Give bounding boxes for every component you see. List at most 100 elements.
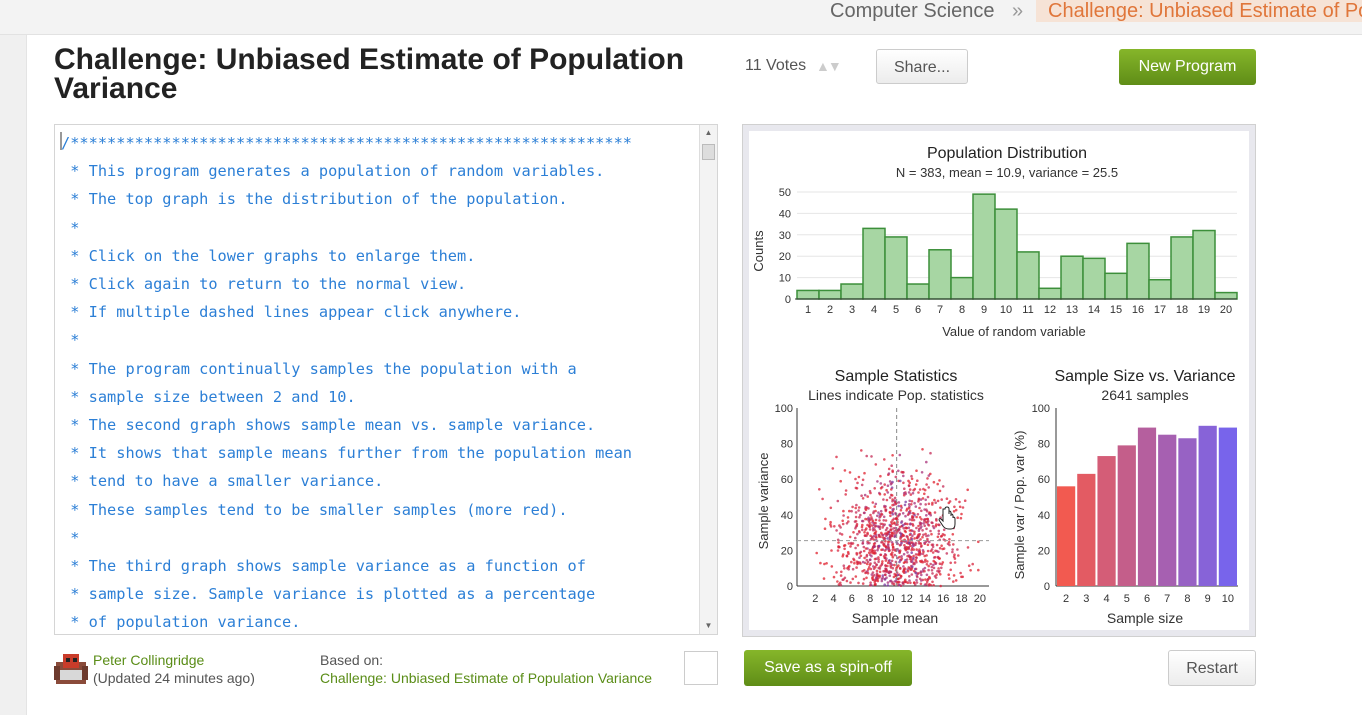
- chart1-bar[interactable]: [884, 236, 908, 300]
- new-program-button[interactable]: New Program: [1119, 49, 1256, 85]
- code-line[interactable]: * This program generates a population of…: [70, 162, 605, 181]
- chart2-point: [869, 491, 872, 495]
- scroll-up-icon[interactable]: ▲: [704, 128, 713, 137]
- chart1-bar[interactable]: [906, 283, 930, 300]
- chart3-bar[interactable]: [1077, 473, 1096, 586]
- chart2-point: [952, 580, 955, 583]
- chart1-bar[interactable]: [1038, 287, 1062, 300]
- charts-svg[interactable]: Population Distribution N = 383, mean = …: [749, 131, 1249, 630]
- chart2-point: [865, 534, 868, 538]
- author-name-link[interactable]: Peter Collingridge: [93, 652, 205, 668]
- chart1-bar[interactable]: [1148, 278, 1172, 300]
- chart1-bar[interactable]: [1192, 229, 1216, 300]
- code-line[interactable]: * These samples tend to be smaller sampl…: [70, 500, 568, 519]
- chart2-point: [923, 492, 926, 496]
- chart3-bar[interactable]: [1057, 486, 1076, 586]
- based-on-link[interactable]: Challenge: Unbiased Estimate of Populati…: [320, 670, 653, 686]
- chart2-point: [930, 532, 933, 536]
- chart2-point: [898, 549, 902, 552]
- chart3-bar[interactable]: [1178, 438, 1197, 586]
- chart2-point: [864, 508, 868, 512]
- chart2-point: [897, 501, 901, 504]
- chart2-point: [902, 471, 905, 474]
- chart2-point: [910, 474, 913, 478]
- code-line[interactable]: * tend to have a smaller variance.: [70, 472, 384, 491]
- breadcrumb-parent-link[interactable]: Computer Science: [830, 0, 995, 22]
- chart2-point: [942, 528, 946, 532]
- chart3-bar[interactable]: [1198, 425, 1217, 586]
- chart2-point: [908, 579, 911, 582]
- chart2-point: [936, 482, 939, 486]
- chart2-point: [857, 509, 860, 512]
- code-line[interactable]: /***************************************…: [61, 134, 632, 152]
- output-canvas[interactable]: Population Distribution N = 383, mean = …: [749, 131, 1249, 630]
- chart2-point: [919, 498, 923, 501]
- code-line[interactable]: * of population variance.: [70, 613, 301, 632]
- code-line[interactable]: * Click on the lower graphs to enlarge t…: [70, 246, 476, 265]
- chart1-bar[interactable]: [1016, 251, 1040, 300]
- chart2-point: [899, 537, 902, 540]
- based-on-thumbnail[interactable]: [684, 651, 718, 685]
- chart2-point: [875, 572, 879, 575]
- code-line[interactable]: * It shows that sample means further fro…: [70, 444, 632, 463]
- chart1-bar[interactable]: [818, 289, 842, 300]
- chart3-bar[interactable]: [1117, 445, 1136, 586]
- chart1-bar[interactable]: [862, 227, 886, 300]
- chart2-point: [913, 532, 916, 536]
- chart2-point: [877, 566, 880, 570]
- code-editor[interactable]: /***************************************…: [54, 124, 718, 635]
- chart3-bar[interactable]: [1158, 434, 1177, 586]
- chart1-bar[interactable]: [1214, 291, 1238, 300]
- chart1-bar[interactable]: [1170, 236, 1194, 300]
- chart2-point: [843, 469, 847, 472]
- code-line[interactable]: * The third graph shows sample variance …: [70, 557, 586, 576]
- breadcrumb-current: Challenge: Unbiased Estimate of Populati…: [1036, 0, 1362, 22]
- code-line[interactable]: *: [70, 528, 80, 547]
- vote-arrows-icon[interactable]: ▲▼: [816, 58, 842, 74]
- code-line[interactable]: * If multiple dashed lines appear click …: [70, 303, 522, 322]
- save-spinoff-button[interactable]: Save as a spin-off: [744, 650, 912, 686]
- code-line[interactable]: * sample size between 2 and 10.: [70, 387, 356, 406]
- chart2-point: [906, 569, 910, 573]
- chart1-bar[interactable]: [950, 276, 974, 300]
- chart2-point: [867, 516, 870, 519]
- chart2-point: [877, 511, 880, 514]
- code-line[interactable]: * The top graph is the distribution of t…: [70, 190, 568, 209]
- chart1-bar[interactable]: [796, 289, 820, 300]
- code-line[interactable]: *: [70, 218, 80, 237]
- code-line[interactable]: *: [70, 331, 80, 350]
- chart1-bar[interactable]: [1060, 255, 1084, 300]
- chart2-point: [892, 527, 895, 530]
- chart1-bar[interactable]: [840, 283, 864, 300]
- chart1-bar[interactable]: [972, 193, 996, 300]
- code-line[interactable]: * Click again to return to the normal vi…: [70, 275, 467, 294]
- chart2-points[interactable]: [815, 448, 980, 588]
- chart2-point: [874, 530, 878, 533]
- restart-button[interactable]: Restart: [1168, 650, 1256, 686]
- chart2-point: [872, 523, 876, 527]
- chart1-bar[interactable]: [1104, 272, 1128, 300]
- chart2-point: [854, 477, 857, 481]
- chart2-point: [860, 519, 864, 523]
- chart2-point: [831, 467, 835, 470]
- scroll-down-icon[interactable]: ▼: [704, 621, 713, 630]
- editor-scrollbar[interactable]: ▲ ▼: [699, 125, 717, 634]
- code-line[interactable]: * sample size. Sample variance is plotte…: [70, 585, 596, 604]
- chart2-point: [927, 474, 931, 477]
- code-text[interactable]: /***************************************…: [61, 129, 632, 634]
- code-line[interactable]: * The program continually samples the po…: [70, 359, 577, 378]
- chart1-bar[interactable]: [1082, 257, 1106, 300]
- chart3-bar[interactable]: [1137, 427, 1157, 586]
- chart2-point: [945, 552, 949, 555]
- code-line[interactable]: * The second graph shows sample mean vs.…: [70, 416, 596, 435]
- chart2-point: [934, 561, 938, 565]
- chart1-bar[interactable]: [928, 249, 952, 300]
- scroll-thumb[interactable]: [702, 144, 715, 160]
- avatar[interactable]: [54, 652, 88, 686]
- chart1-bar[interactable]: [994, 208, 1018, 300]
- share-button[interactable]: Share...: [876, 49, 968, 84]
- chart1-bar[interactable]: [1126, 242, 1150, 300]
- chart2-point: [939, 573, 942, 576]
- chart3-bar[interactable]: [1097, 456, 1116, 586]
- chart3-bar[interactable]: [1218, 427, 1237, 586]
